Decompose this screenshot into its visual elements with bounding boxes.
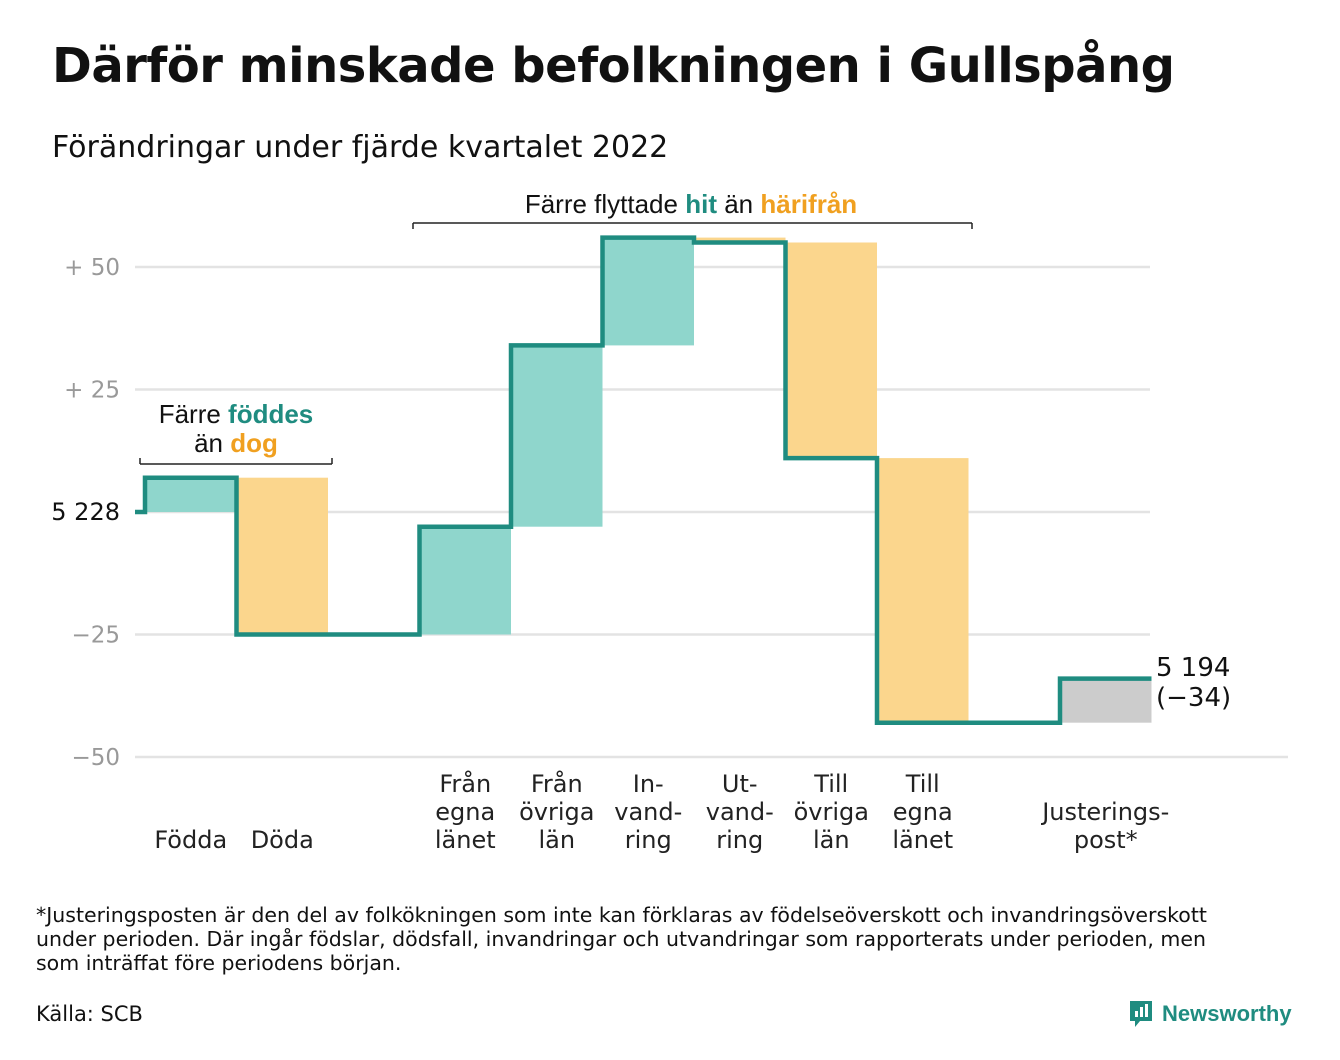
annotation-births-deaths: Färre föddes (159, 399, 314, 429)
annotation-migration: Färre flyttade hit än härifrån (525, 189, 857, 219)
x-tick-label: Från egna länet (435, 769, 496, 854)
y-tick-label: + 25 (64, 378, 120, 404)
chart-title: Därför minskade befolkningen i Gullspång (52, 38, 1175, 94)
bar-invandring (602, 237, 694, 346)
x-tick-label: Till övriga län (794, 770, 869, 854)
newsworthy-icon (1130, 1001, 1152, 1027)
footnote-line: *Justeringsposten är den del av folkökni… (36, 903, 1207, 927)
bar-fran-ovriga (511, 345, 603, 527)
x-tick-label: In-vand-ring (614, 770, 682, 854)
annotation-births-deaths: än dog (194, 428, 278, 458)
y-tick-label: −50 (71, 745, 120, 771)
x-tick-label: Justerings-post* (1040, 798, 1169, 854)
bar-fran-egna (419, 526, 511, 635)
bar-till-ovriga (785, 242, 877, 459)
bar-till-egna (877, 458, 969, 723)
x-tick-label: Ut-vand-ring (706, 770, 774, 854)
running-total-line (135, 235, 1152, 725)
footnote-line: som inträffat före periodens början. (36, 951, 402, 975)
waterfall-chart: + 50 + 25 −25 −50 5 228 Födda Döda Från egna läne… (51, 189, 1288, 854)
bar-fodda (145, 477, 237, 512)
y-tick-label: −25 (71, 623, 120, 649)
bar-doda (236, 477, 328, 635)
y-tick-label: + 50 (64, 255, 120, 281)
chart-subtitle: Förändringar under fjärde kvartalet 2022 (52, 130, 669, 165)
start-value-label: 5 228 (51, 498, 120, 526)
footnote: *Justeringsposten är den del av folkökni… (36, 903, 1311, 975)
x-tick-label: Födda (154, 826, 227, 854)
bar-utvandring (694, 237, 786, 243)
footnote-line: under perioden. Där ingår födslar, dödsf… (36, 927, 1206, 951)
x-tick-label: Döda (251, 826, 314, 854)
end-value-label: 5 194 (1156, 653, 1230, 683)
brand-name: Newsworthy (1162, 1001, 1292, 1026)
source-label: Källa: SCB (36, 1002, 143, 1026)
x-tick-label: Från övriga län (519, 769, 594, 854)
bar-justering (1060, 678, 1152, 723)
brand-logo[interactable]: Newsworthy (1128, 998, 1292, 1030)
end-change-label: (−34) (1156, 683, 1231, 713)
x-tick-label: Till egna länet (892, 770, 953, 854)
